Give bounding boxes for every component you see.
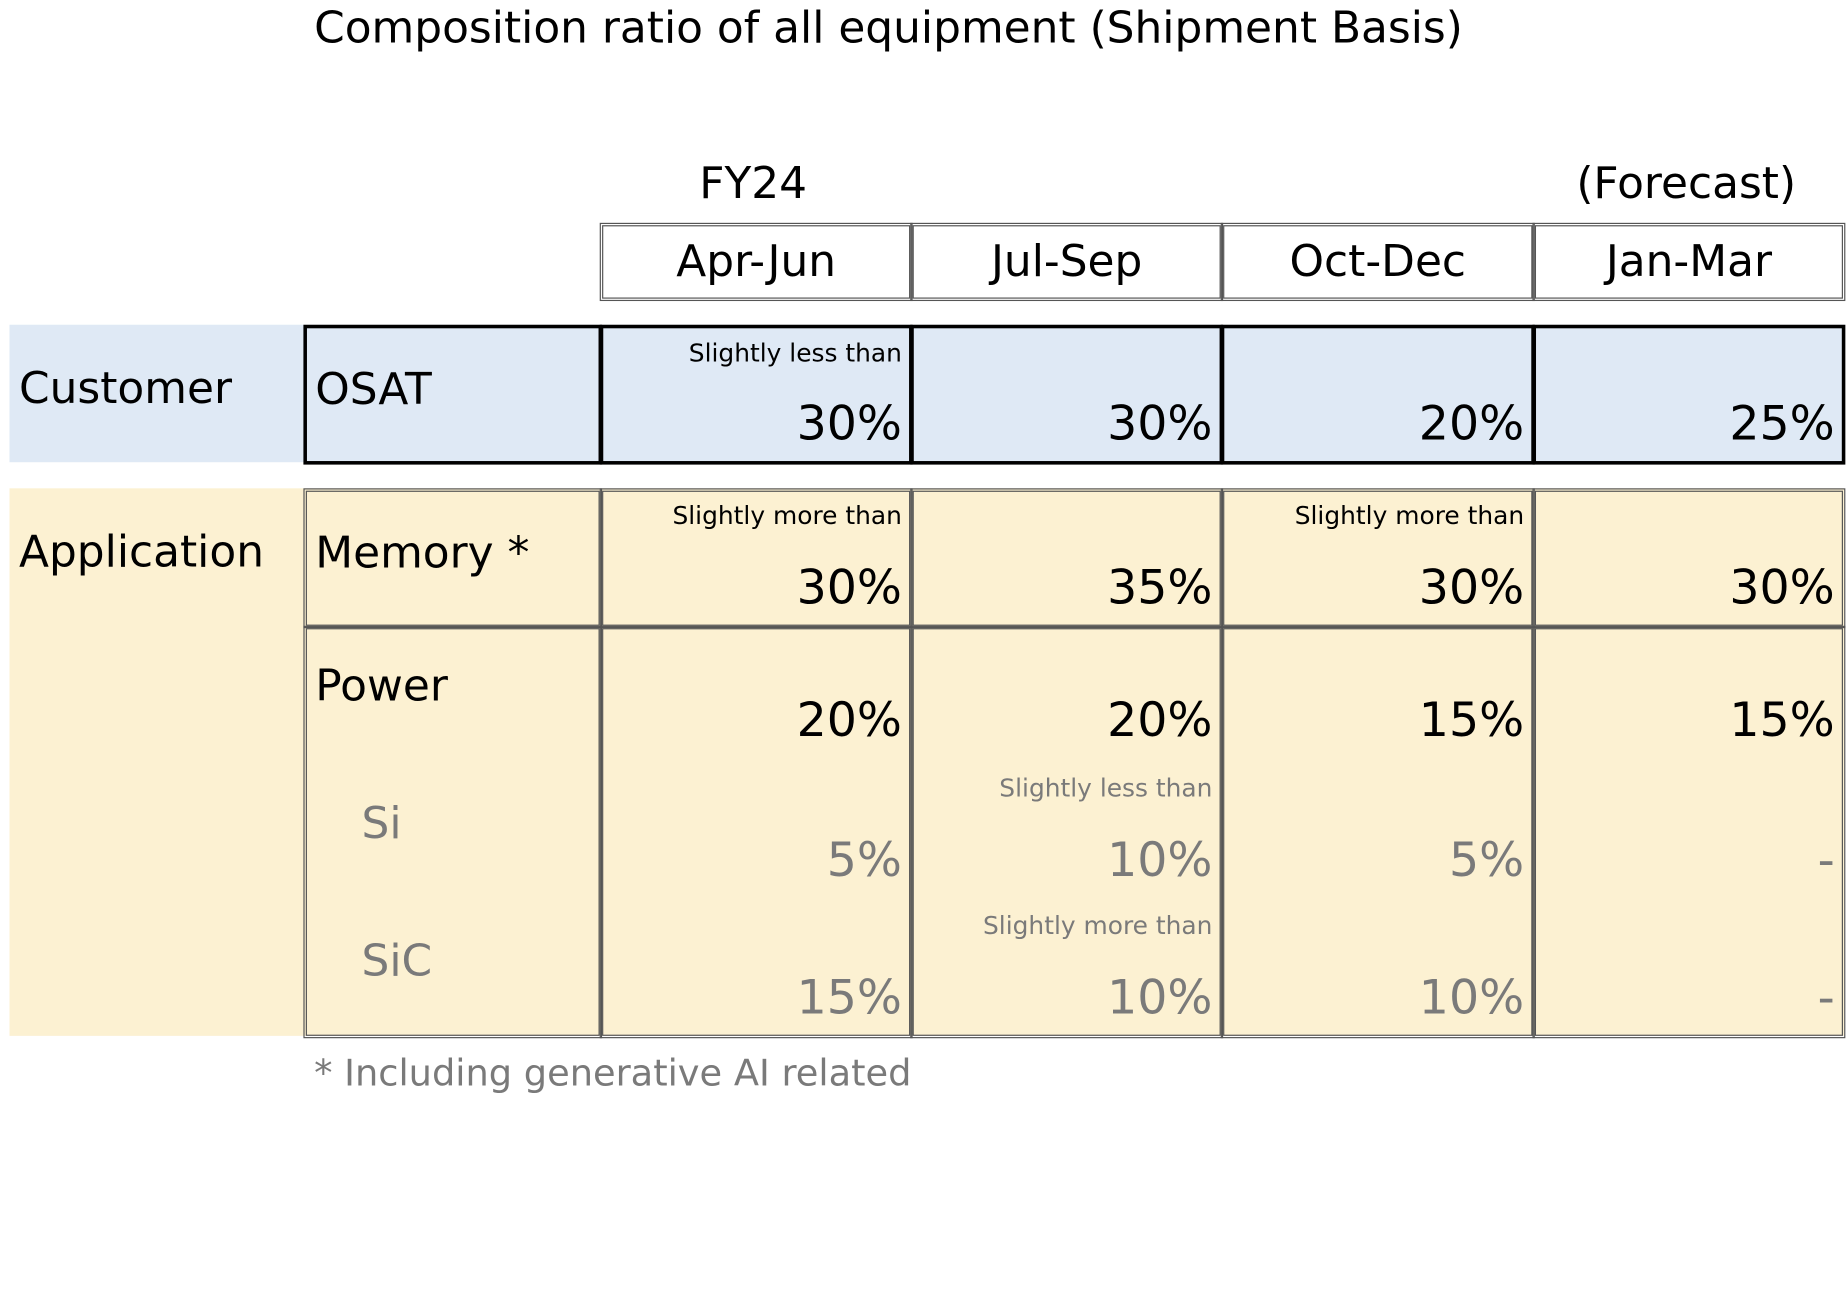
memory-oct-dec-note: Slightly more than xyxy=(1294,501,1525,530)
column-header-apr-jun: Apr-Jun xyxy=(599,222,913,302)
application-band xyxy=(9,488,1845,1036)
power-apr-jun-value: 20% xyxy=(796,693,902,748)
osat-label-cell: OSAT xyxy=(303,324,603,465)
osat-apr-jun-cell: Slightly less than 30% xyxy=(599,324,913,465)
sic-apr-jun-value: 15% xyxy=(796,970,902,1026)
fiscal-year-label: FY24 xyxy=(699,157,808,209)
osat-apr-jun-value: 30% xyxy=(796,397,902,452)
memory-oct-dec-cell: Slightly more than 30% xyxy=(1220,488,1535,629)
column-header-oct-dec: Oct-Dec xyxy=(1220,222,1535,302)
power-label: Power xyxy=(315,660,448,712)
slide-title: Composition ratio of all equipment (Ship… xyxy=(314,2,1463,54)
si-label: Si xyxy=(361,797,402,849)
si-oct-dec-value: 5% xyxy=(1448,833,1525,888)
power-oct-dec-cell: 15% 5% 10% xyxy=(1220,625,1535,1039)
forecast-label: (Forecast) xyxy=(1576,157,1797,209)
osat-jan-mar-value: 25% xyxy=(1729,397,1835,452)
power-label-cell: Power Si SiC xyxy=(303,625,603,1039)
sic-label: SiC xyxy=(361,935,433,987)
memory-apr-jun-cell: Slightly more than 30% xyxy=(599,488,913,629)
memory-oct-dec-value: 30% xyxy=(1418,560,1525,616)
power-oct-dec-value: 15% xyxy=(1418,693,1525,748)
footnote: * Including generative AI related xyxy=(314,1052,912,1096)
si-jan-mar-value: - xyxy=(1817,833,1835,888)
si-jul-sep-value: 10% xyxy=(1107,833,1213,888)
sic-jul-sep-value: 10% xyxy=(1107,970,1213,1026)
column-header-jul-sep: Jul-Sep xyxy=(910,222,1224,302)
column-header-jan-mar: Jan-Mar xyxy=(1532,222,1846,302)
memory-apr-jun-value: 30% xyxy=(796,560,902,616)
power-jul-sep-cell: 20% Slightly less than 10% Slightly more… xyxy=(910,625,1224,1039)
memory-label-cell: Memory * xyxy=(303,488,603,629)
customer-section-label: Customer xyxy=(18,362,232,414)
osat-label: OSAT xyxy=(315,363,432,415)
osat-oct-dec-value: 20% xyxy=(1418,397,1525,452)
memory-jan-mar-value: 30% xyxy=(1729,560,1835,616)
memory-label: Memory * xyxy=(315,527,530,579)
osat-jan-mar-cell: 25% xyxy=(1532,324,1846,465)
memory-jul-sep-value: 35% xyxy=(1107,560,1213,616)
application-section-label: Application xyxy=(18,526,264,578)
power-jan-mar-cell: 15% - - xyxy=(1532,625,1846,1039)
osat-jul-sep-value: 30% xyxy=(1107,397,1213,452)
sic-jul-sep-note: Slightly more than xyxy=(982,911,1213,940)
power-jul-sep-value: 20% xyxy=(1107,693,1213,748)
power-apr-jun-cell: 20% 5% 15% xyxy=(599,625,913,1039)
customer-band xyxy=(9,324,1845,463)
power-jan-mar-value: 15% xyxy=(1729,693,1835,748)
si-apr-jun-value: 5% xyxy=(826,833,902,888)
sic-oct-dec-value: 10% xyxy=(1418,970,1525,1026)
osat-oct-dec-cell: 20% xyxy=(1220,324,1535,465)
si-jul-sep-note: Slightly less than xyxy=(999,773,1213,803)
osat-jul-sep-cell: 30% xyxy=(910,324,1224,465)
memory-apr-jun-note: Slightly more than xyxy=(672,501,902,530)
sic-jan-mar-value: - xyxy=(1817,970,1835,1026)
osat-apr-jun-note: Slightly less than xyxy=(688,338,902,368)
memory-jul-sep-cell: 35% xyxy=(910,488,1224,629)
memory-jan-mar-cell: 30% xyxy=(1532,488,1846,629)
